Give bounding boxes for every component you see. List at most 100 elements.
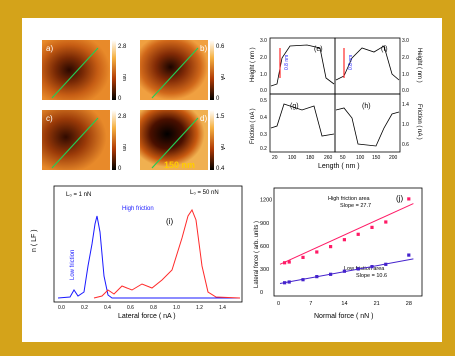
tick-hr-2: 1.0 — [402, 72, 409, 78]
tick-x-1: 100 — [288, 155, 297, 161]
data-point-s1-0 — [283, 281, 287, 285]
afm-scale-min-d: 0.4 — [216, 166, 225, 172]
tick-x-0: 20 — [272, 155, 278, 161]
tick-hr-1: 2.0 — [402, 55, 409, 61]
marker-label-f: 0.8 nm — [348, 55, 354, 70]
tick-hl-1: 2.0 — [260, 55, 267, 61]
tick-x-7: 200 — [389, 155, 398, 161]
data-point-s0-1 — [287, 260, 291, 264]
scatter-xlabel: Normal force ( nN ) — [314, 313, 374, 320]
data-point-s0-9 — [407, 197, 411, 201]
data-point-s1-9 — [407, 253, 411, 257]
tick-x-2: 180 — [306, 155, 315, 161]
histogram-x-ticks: 0.0 0.2 0.4 0.6 0.8 1.0 1.2 1.4 — [58, 305, 226, 311]
fit-line-1 — [279, 258, 414, 285]
hist-tick-7: 1.4 — [219, 305, 226, 311]
scale-bar-label: 150 nm — [164, 160, 195, 170]
histogram-panel: (i) n ( LF ) Lateral force ( nA ) L₀ = 1… — [31, 185, 243, 320]
scatter-y-tick-1: 300 — [260, 267, 269, 273]
fit-line-0 — [279, 203, 414, 265]
afm-image-c: c) 2.8 0 nm — [42, 110, 127, 172]
scatter-x-tick-1: 7 — [309, 301, 312, 307]
hist-tick-0: 0.0 — [58, 305, 65, 311]
afm-unit-d: nA — [219, 144, 225, 151]
tick-fr-2: 0.6 — [402, 142, 409, 148]
data-point-s1-5 — [342, 269, 346, 273]
profile-ticks: 3.0 2.0 1.0 0.0 3.0 2.0 1.0 0.0 0.5 0.4 … — [260, 38, 409, 161]
figure-svg: a) 2.8 0 nm b) 0.6 0 nA c) 2.8 0 nm d) 1… — [31, 37, 423, 320]
scatter-plot — [279, 197, 414, 285]
afm-scale-min-b: 0 — [216, 96, 220, 102]
hist-tick-3: 0.6 — [127, 305, 134, 311]
scatter-ylabel: Lateral force ( arb. units ) — [254, 221, 260, 288]
scatter-x-tick-2: 14 — [341, 301, 347, 307]
friction-ylabel-right: Friction ( nA ) — [416, 104, 422, 140]
hist-tick-4: 0.8 — [150, 305, 157, 311]
tick-x-5: 100 — [356, 155, 365, 161]
scatter-y-ticks: 0 300 600 900 1200 — [260, 198, 272, 296]
scatter-x-ticks: 0 7 14 21 28 — [277, 301, 412, 307]
afm-unit-b: nA — [219, 74, 225, 81]
afm-label-b: b) — [200, 44, 207, 53]
tick-hr-3: 0.0 — [402, 88, 409, 94]
load-high-label: L₀ = 50 nN — [190, 190, 219, 196]
scatter-panel: (j) Lateral force ( arb. units ) Normal … — [254, 187, 423, 320]
afm-image-b: b) 0.6 0 nA — [140, 40, 225, 102]
histogram-xlabel: Lateral force ( nA ) — [118, 313, 176, 320]
data-point-s0-2 — [301, 255, 305, 259]
profile-label-g: (g) — [290, 103, 299, 110]
hist-tick-2: 0.4 — [104, 305, 111, 311]
histogram-ylabel: n ( LF ) — [31, 229, 38, 252]
afm-label-c: c) — [46, 114, 53, 123]
scatter-label: (j) — [396, 194, 403, 203]
profile-label-f: (f) — [381, 46, 388, 53]
annotation-high: High friction area Slope = 27.7 — [328, 196, 371, 209]
afm-image-a: a) 2.8 0 nm — [42, 40, 127, 102]
data-point-s1-8 — [384, 262, 388, 266]
low-friction-label: Low friction — [70, 250, 76, 280]
scatter-y-tick-2: 600 — [260, 244, 269, 250]
afm-scale-max-c: 2.8 — [118, 114, 127, 120]
scatter-y-tick-4: 1200 — [260, 198, 272, 204]
profiles-xlabel: Length ( nm ) — [318, 163, 360, 170]
load-low-label: L₀ = 1 nN — [66, 192, 91, 198]
tick-hl-3: 0.0 — [260, 88, 267, 94]
marker-label-e: 0.8 nm — [284, 55, 290, 70]
afm-unit-c: nm — [121, 144, 127, 151]
afm-scale-min-c: 0 — [118, 166, 122, 172]
profile-label-h: (h) — [362, 103, 371, 110]
afm-scale-max-d: 1.5 — [216, 114, 225, 120]
data-point-s0-4 — [329, 245, 333, 249]
profiles-panel — [269, 37, 401, 153]
data-point-s1-4 — [329, 272, 333, 276]
friction-ylabel: Friction ( nA ) — [250, 108, 256, 144]
scatter-x-tick-4: 28 — [406, 301, 412, 307]
data-point-s0-5 — [342, 238, 346, 242]
scatter-y-tick-3: 900 — [260, 221, 269, 227]
scatter-x-tick-0: 0 — [277, 301, 280, 307]
afm-scale-max-a: 2.8 — [118, 44, 127, 50]
afm-image-d: d) 150 nm 1.5 0.4 nA — [140, 110, 225, 172]
tick-hr-0: 3.0 — [402, 38, 409, 44]
data-point-s0-8 — [384, 220, 388, 224]
tick-fl-3: 0.2 — [260, 146, 267, 152]
tick-hl-0: 3.0 — [260, 38, 267, 44]
scatter-x-tick-3: 21 — [374, 301, 380, 307]
afm-label-d: d) — [200, 114, 207, 123]
data-point-s1-1 — [287, 280, 291, 284]
data-point-s0-6 — [356, 232, 360, 236]
height-ylabel-right: Height ( nm ) — [416, 48, 422, 83]
hist-tick-6: 1.2 — [196, 305, 203, 311]
data-point-s1-6 — [356, 267, 360, 271]
data-point-s1-7 — [370, 265, 374, 269]
profile-label-e: (e) — [314, 46, 323, 53]
hist-tick-5: 1.0 — [173, 305, 180, 311]
data-point-s1-3 — [315, 275, 319, 279]
data-point-s0-3 — [315, 250, 319, 254]
tick-fl-1: 0.4 — [260, 115, 267, 121]
tick-x-3: 260 — [324, 155, 333, 161]
data-point-s1-2 — [301, 278, 305, 282]
tick-x-6: 150 — [372, 155, 381, 161]
afm-label-a: a) — [46, 44, 53, 53]
tick-fl-0: 0.5 — [260, 98, 267, 104]
